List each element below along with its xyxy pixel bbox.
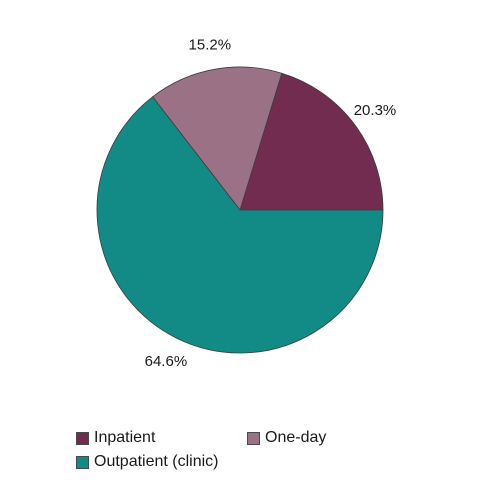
pie-slice-inpatient [239, 72, 384, 211]
legend-item-inpatient: Inpatient [76, 429, 155, 447]
legend-swatch-inpatient [76, 431, 89, 445]
legend-label-inpatient: Inpatient [94, 429, 156, 446]
legend-swatch-outpatient [76, 455, 89, 469]
legend-label-one-day: One-day [265, 429, 327, 446]
legend-label-outpatient: Outpatient (clinic) [94, 453, 219, 470]
pie-slice-outpatient [96, 96, 384, 354]
slice-label-outpatient: 64.6% [145, 353, 188, 370]
pie-slice-one-day [152, 66, 283, 211]
legend-swatch-one-day [247, 431, 260, 445]
legend-item-outpatient: Outpatient (clinic) [76, 453, 219, 471]
legend-item-one-day: One-day [247, 429, 326, 447]
slice-label-one-day: 15.2% [189, 37, 232, 54]
slice-label-inpatient: 20.3% [354, 102, 397, 119]
